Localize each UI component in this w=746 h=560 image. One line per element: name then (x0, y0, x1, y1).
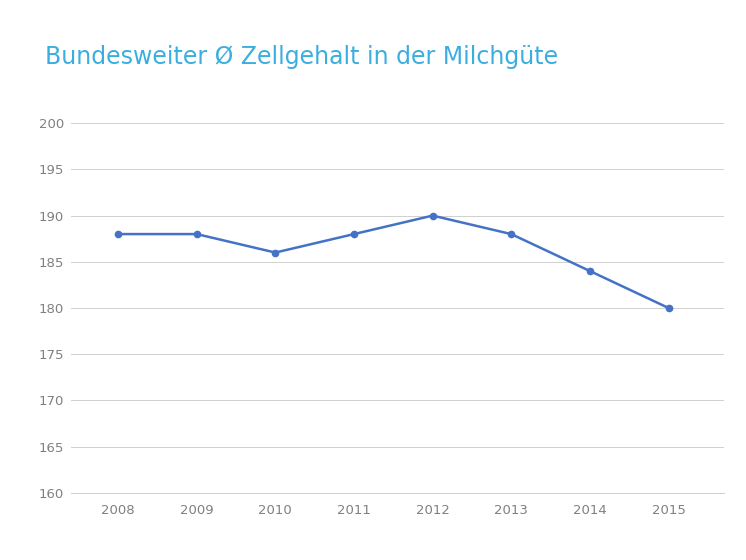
Text: Bundesweiter Ø Zellgehalt in der Milchgüte: Bundesweiter Ø Zellgehalt in der Milchgü… (45, 45, 558, 69)
